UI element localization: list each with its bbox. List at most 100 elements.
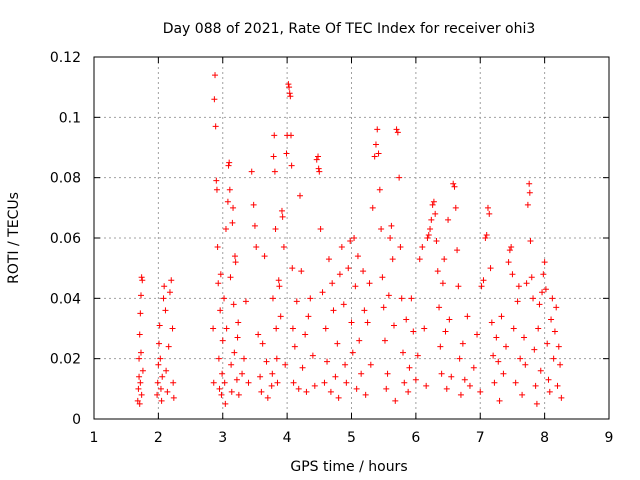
data-point	[527, 238, 534, 245]
data-point	[289, 265, 296, 272]
data-point	[248, 168, 255, 175]
data-point	[537, 367, 544, 374]
data-point	[515, 283, 522, 290]
data-point	[287, 132, 294, 139]
data-point	[162, 307, 169, 314]
data-point	[245, 379, 252, 386]
data-point	[282, 361, 289, 368]
data-point	[154, 379, 161, 386]
data-point	[432, 210, 439, 217]
data-point	[231, 349, 238, 356]
data-point	[406, 364, 413, 371]
data-point	[160, 295, 167, 302]
data-point	[508, 244, 515, 251]
data-point	[362, 391, 369, 398]
data-point	[255, 331, 262, 338]
data-point	[532, 382, 539, 389]
data-point	[170, 379, 177, 386]
data-point	[446, 316, 453, 323]
data-point	[366, 280, 373, 287]
data-point	[385, 292, 392, 299]
data-point	[226, 159, 233, 166]
x-tick-label: 2	[154, 430, 163, 446]
data-point	[242, 298, 249, 305]
data-point	[279, 213, 286, 220]
data-point	[512, 379, 519, 386]
data-point	[316, 168, 323, 175]
data-point	[509, 271, 516, 278]
data-point	[302, 331, 309, 338]
y-tick-labels: 0 0.02 0.04 0.06 0.08 0.1 0.12	[50, 50, 81, 428]
data-point	[213, 177, 220, 184]
data-point	[348, 319, 355, 326]
data-point	[269, 370, 276, 377]
y-tick-label: 0.08	[50, 171, 81, 187]
data-point	[276, 283, 283, 290]
x-tick-label: 8	[540, 430, 549, 446]
data-point	[524, 201, 531, 208]
data-point	[156, 322, 163, 329]
data-point	[498, 313, 505, 320]
data-point	[393, 126, 400, 133]
data-point	[483, 231, 490, 238]
y-tick-label: 0.04	[50, 291, 81, 307]
data-point	[136, 355, 143, 362]
data-point	[343, 379, 350, 386]
data-point	[392, 397, 399, 404]
data-point	[474, 331, 481, 338]
y-tick-label: 0.1	[59, 110, 81, 126]
data-point	[219, 370, 226, 377]
data-point	[380, 304, 387, 311]
data-point	[271, 168, 278, 175]
data-point	[325, 256, 332, 263]
data-point	[414, 352, 421, 359]
data-point	[228, 388, 235, 395]
data-point	[423, 382, 430, 389]
data-point	[384, 370, 391, 377]
y-tick-label: 0.06	[50, 231, 81, 247]
data-point	[441, 256, 448, 263]
data-point	[459, 340, 466, 347]
data-point	[506, 247, 513, 254]
data-point	[139, 277, 146, 284]
data-point	[482, 235, 489, 241]
data-point	[319, 289, 326, 296]
data-point	[135, 385, 142, 392]
data-point	[169, 325, 176, 332]
data-point	[478, 283, 485, 290]
data-point	[258, 388, 265, 395]
data-point	[293, 298, 300, 305]
data-point	[394, 129, 401, 136]
data-point	[495, 358, 502, 365]
data-point	[217, 307, 224, 314]
data-point	[480, 277, 487, 284]
data-point	[442, 328, 449, 335]
data-point	[487, 265, 494, 272]
data-point	[251, 222, 258, 229]
data-point	[457, 391, 464, 398]
data-point	[367, 361, 374, 368]
data-point	[235, 391, 242, 398]
data-point	[226, 186, 233, 193]
data-point	[510, 325, 517, 332]
data-point	[274, 379, 281, 386]
data-point	[261, 253, 268, 260]
data-point	[450, 180, 457, 187]
data-point	[364, 319, 371, 326]
data-point	[259, 340, 266, 347]
plot-frame	[93, 56, 610, 420]
data-point	[309, 352, 316, 359]
data-point	[557, 361, 564, 368]
data-point	[297, 192, 303, 199]
data-point	[253, 244, 260, 251]
data-point	[464, 313, 471, 320]
data-point	[526, 189, 533, 196]
x-axis-label: GPS time / hours	[290, 459, 407, 475]
data-point	[138, 274, 145, 281]
data-point	[405, 388, 412, 395]
data-point	[327, 388, 334, 395]
data-point	[396, 174, 403, 181]
data-point	[305, 313, 312, 320]
data-point	[400, 349, 406, 356]
data-point	[533, 400, 540, 407]
